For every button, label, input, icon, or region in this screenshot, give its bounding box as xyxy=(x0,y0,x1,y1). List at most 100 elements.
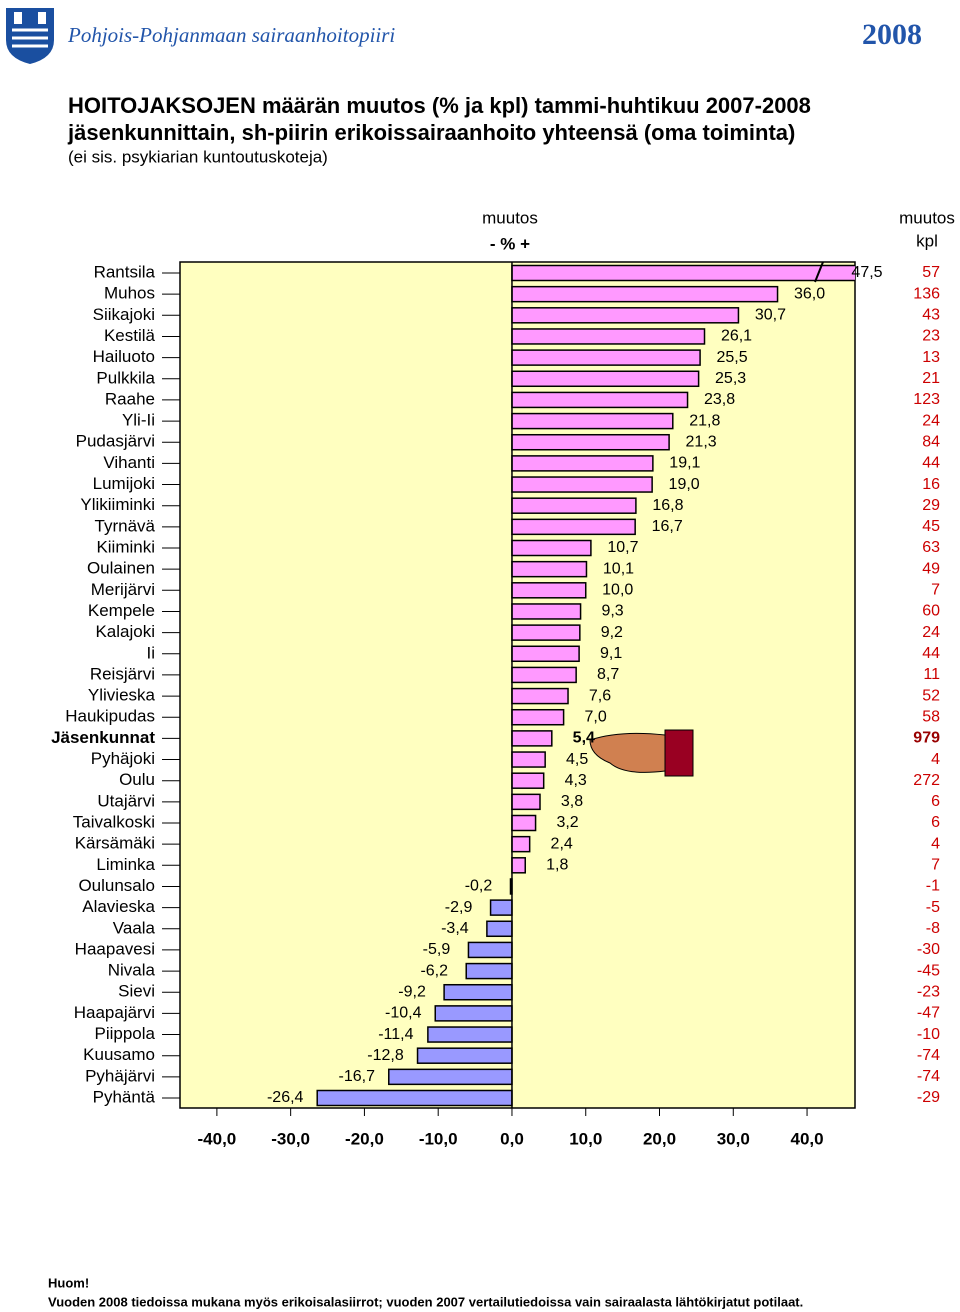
value-label: 3,8 xyxy=(561,793,583,810)
kpl-label: 52 xyxy=(922,687,940,704)
x-tick-label: -10,0 xyxy=(419,1129,458,1148)
value-label: 9,3 xyxy=(601,603,623,620)
bar xyxy=(511,708,565,726)
value-label: 1,8 xyxy=(546,857,568,874)
category-label: Kestilä xyxy=(104,326,156,345)
chart-subtitle: (ei sis. psykiarian kuntoutuskoteja) xyxy=(68,147,328,166)
category-label: Yli-Ii xyxy=(122,411,155,430)
category-label: Nivala xyxy=(108,961,156,980)
kpl-label: -5 xyxy=(926,899,940,916)
bar xyxy=(465,962,513,980)
category-label: Sievi xyxy=(118,982,155,1001)
bar xyxy=(427,1026,513,1043)
category-label: Oulainen xyxy=(87,559,155,578)
value-label: -10,4 xyxy=(385,1005,422,1022)
bar xyxy=(511,814,537,832)
kpl-label: 136 xyxy=(913,285,940,302)
category-label: Kiiminki xyxy=(96,537,155,556)
x-tick-label: 30,0 xyxy=(717,1129,750,1148)
x-tick-label: -20,0 xyxy=(345,1129,384,1148)
bar xyxy=(511,412,674,430)
bar xyxy=(489,899,513,916)
bar xyxy=(511,370,700,388)
value-label: 21,3 xyxy=(686,433,717,450)
bar xyxy=(467,941,513,959)
bar xyxy=(511,645,580,663)
kpl-label: 11 xyxy=(923,666,940,683)
value-label: 10,0 xyxy=(602,582,633,599)
bar xyxy=(511,835,531,853)
bar xyxy=(443,983,513,1001)
value-label: 25,5 xyxy=(717,349,748,366)
x-tick-label: -40,0 xyxy=(198,1129,237,1148)
kpl-label: 44 xyxy=(922,645,940,662)
category-label: Ii xyxy=(147,643,156,662)
kpl-label: 57 xyxy=(922,264,940,281)
value-label: 4,3 xyxy=(565,772,587,789)
bar xyxy=(511,772,545,789)
kpl-label: -47 xyxy=(917,1005,940,1022)
kpl-label: -45 xyxy=(917,962,940,979)
category-label: Pyhäjoki xyxy=(91,749,155,768)
kpl-label: 24 xyxy=(922,624,940,641)
bar xyxy=(511,349,701,366)
value-label: 16,8 xyxy=(652,497,683,514)
category-label: Jäsenkunnat xyxy=(51,728,155,747)
value-label: -5,9 xyxy=(423,941,451,958)
bar xyxy=(511,328,706,345)
kpl-label: 29 xyxy=(922,497,940,514)
category-label: Lumijoki xyxy=(93,474,155,493)
kpl-label: 43 xyxy=(922,307,940,324)
bar xyxy=(316,1089,513,1107)
value-label: 7,0 xyxy=(584,708,606,725)
value-label: 36,0 xyxy=(794,285,825,302)
bar xyxy=(511,307,740,324)
value-label: 47,5 xyxy=(851,264,882,281)
bar xyxy=(486,920,513,938)
value-label: 5,4 xyxy=(573,730,595,747)
category-label: Merijärvi xyxy=(91,580,155,599)
value-label: -0,2 xyxy=(465,878,493,895)
bar xyxy=(511,666,577,684)
category-label: Vihanti xyxy=(103,453,155,472)
bar xyxy=(511,751,546,768)
kpl-label: 16 xyxy=(922,476,940,493)
bar xyxy=(511,539,592,557)
category-label: Liminka xyxy=(96,855,155,874)
x-tick-label: 10,0 xyxy=(569,1129,602,1148)
x-tick-label: 0,0 xyxy=(500,1129,524,1148)
kpl-label: 6 xyxy=(931,793,940,810)
bar xyxy=(511,793,541,811)
organization: Pohjois-Pohjanmaan sairaanhoitopiiri xyxy=(67,23,395,47)
value-label: 8,7 xyxy=(597,666,619,683)
kpl-label: 44 xyxy=(922,455,940,472)
category-label: Siikajoki xyxy=(93,305,155,324)
bar xyxy=(511,476,653,493)
kpl-label: 272 xyxy=(913,772,940,789)
category-label: Pyhäntä xyxy=(93,1087,156,1106)
value-label: -16,7 xyxy=(339,1068,376,1085)
kpl-label: -1 xyxy=(926,878,940,895)
value-label: 9,1 xyxy=(600,645,622,662)
value-label: -6,2 xyxy=(420,962,448,979)
value-label: -2,9 xyxy=(445,899,473,916)
kpl-label: 23 xyxy=(922,328,940,345)
bar xyxy=(434,1005,513,1022)
bar xyxy=(511,518,636,536)
value-label: 26,1 xyxy=(721,328,752,345)
kpl-label: 45 xyxy=(922,518,940,535)
value-label: -12,8 xyxy=(367,1047,404,1064)
kpl-label: 49 xyxy=(922,560,940,577)
bar xyxy=(511,687,569,705)
bar xyxy=(511,433,670,451)
category-label: Reisjärvi xyxy=(90,664,155,683)
category-label: Pudasjärvi xyxy=(76,432,155,451)
bar xyxy=(388,1068,513,1086)
footer-heading: Huom! xyxy=(48,1275,89,1290)
category-label: Ylikiiminki xyxy=(80,495,155,514)
bar xyxy=(511,497,637,514)
pointer-hand xyxy=(589,729,694,777)
bar xyxy=(511,560,588,578)
category-label: Kalajoki xyxy=(95,622,155,641)
category-label: Tyrnävä xyxy=(95,516,156,535)
